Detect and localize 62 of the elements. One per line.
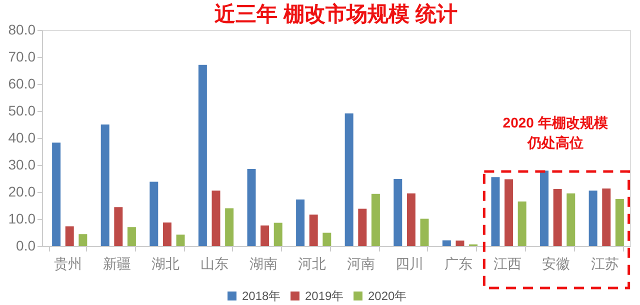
bar <box>309 214 318 246</box>
bar <box>344 113 354 246</box>
bar <box>406 193 416 246</box>
annotation: 仍处高位 <box>526 134 584 150</box>
bar <box>491 177 500 246</box>
bar <box>78 234 88 246</box>
bar <box>212 190 220 246</box>
y-tick-label: 40.0 <box>8 130 36 146</box>
x-tick-label: 山东 <box>200 256 229 272</box>
y-tick-label: 0.0 <box>16 238 36 254</box>
bar <box>198 64 207 246</box>
bar <box>394 179 402 246</box>
legend-label: 2020年 <box>368 289 407 303</box>
x-tick-label: 广东 <box>444 256 472 272</box>
bar <box>442 240 451 246</box>
bar <box>260 225 270 246</box>
bar <box>100 124 110 246</box>
y-tick-label: 80.0 <box>8 22 36 38</box>
bar <box>518 201 526 246</box>
bar <box>540 170 549 246</box>
bar <box>504 179 514 246</box>
legend-label: 2019年 <box>305 289 344 303</box>
annotation: 2020 年棚改规模 <box>502 114 609 130</box>
bar <box>274 222 282 246</box>
x-tick-label: 湖北 <box>152 256 180 272</box>
bar <box>322 232 332 246</box>
x-tick-label: 安徽 <box>542 256 570 272</box>
x-tick-label: 河南 <box>346 256 375 272</box>
bar <box>176 234 185 246</box>
bar <box>162 222 172 246</box>
bar <box>456 240 464 246</box>
bar <box>127 227 136 246</box>
bar <box>566 193 576 246</box>
bar <box>52 142 61 246</box>
y-tick-label: 10.0 <box>8 210 36 226</box>
y-tick-label: 30.0 <box>8 156 36 172</box>
y-tick-label: 60.0 <box>8 76 36 92</box>
bar <box>296 200 305 246</box>
bar <box>114 207 123 246</box>
x-tick-label: 新疆 <box>102 256 131 272</box>
bar <box>358 208 367 246</box>
bar <box>225 208 234 246</box>
bar <box>553 189 562 246</box>
bar <box>615 199 624 246</box>
bar <box>65 226 74 246</box>
bar <box>602 188 611 246</box>
x-tick-label: 江苏 <box>590 256 619 272</box>
x-tick-label: 四川 <box>396 256 424 272</box>
bar <box>371 194 380 246</box>
legend-label: 2018年 <box>242 289 281 303</box>
bar <box>247 169 256 246</box>
bar <box>588 190 598 246</box>
x-tick-label: 河北 <box>298 256 326 272</box>
bar <box>420 218 429 246</box>
chart-title: 近三年 棚改市场规模 统计 <box>214 2 458 26</box>
y-tick-label: 50.0 <box>8 102 36 118</box>
x-tick-label: 湖南 <box>249 256 278 272</box>
y-tick-label: 70.0 <box>8 48 36 64</box>
y-tick-label: 20.0 <box>8 184 36 200</box>
x-tick-label: 贵州 <box>54 256 82 272</box>
x-tick-label: 江西 <box>493 256 522 272</box>
bar <box>150 182 158 246</box>
